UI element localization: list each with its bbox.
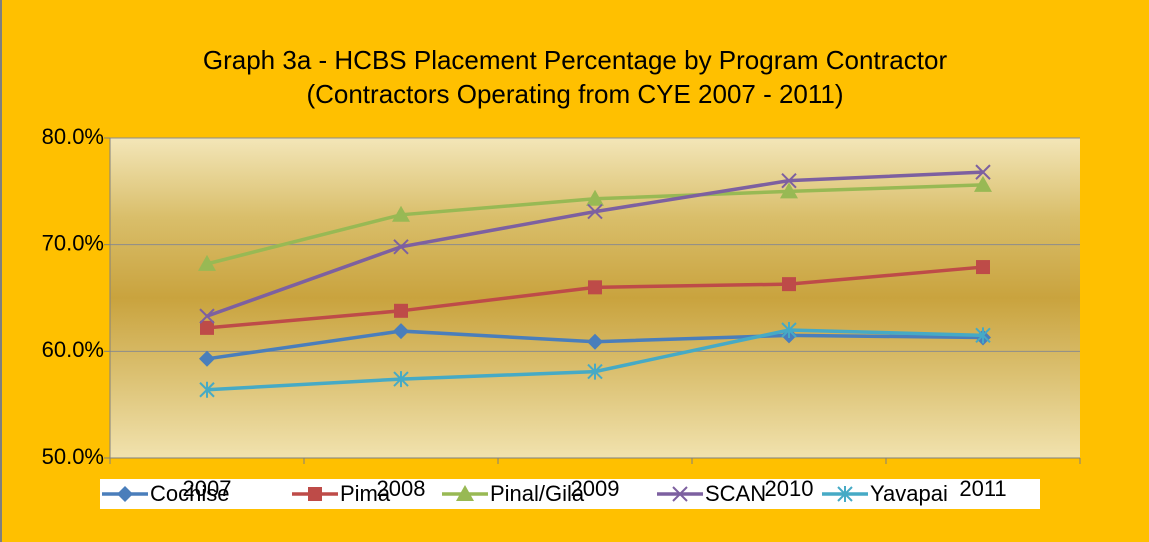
data-point — [974, 175, 992, 192]
data-point — [781, 172, 797, 189]
legend-marker — [837, 486, 853, 502]
data-point — [394, 303, 408, 318]
data-point — [199, 381, 215, 398]
legend-label: Yavapai — [870, 481, 948, 506]
data-point — [587, 203, 603, 220]
chart-title: Graph 3a - HCBS Placement Percentage by … — [203, 45, 948, 75]
data-point — [198, 254, 216, 271]
legend-marker — [308, 487, 322, 501]
legend-marker — [117, 486, 133, 502]
legend-label: Pima — [340, 481, 391, 506]
x-tick-label: 2008 — [377, 476, 426, 501]
data-point — [393, 239, 409, 255]
data-point — [392, 205, 410, 222]
data-point — [976, 260, 990, 275]
legend-label: Pinal/Gila — [490, 481, 585, 506]
data-point — [393, 323, 409, 340]
data-point — [588, 280, 602, 295]
data-point — [780, 182, 798, 199]
y-tick-label: 70.0% — [42, 230, 104, 255]
data-point — [393, 371, 409, 388]
y-tick-label: 60.0% — [42, 337, 104, 362]
data-point — [587, 363, 603, 380]
data-point — [199, 350, 215, 367]
data-point — [200, 320, 214, 335]
data-point — [975, 327, 991, 344]
data-point — [199, 308, 215, 324]
data-point — [975, 164, 991, 180]
legend-marker — [456, 485, 474, 501]
data-point — [586, 189, 604, 206]
data-point — [781, 322, 797, 338]
legend-marker — [672, 486, 688, 502]
x-tick-label: 2011 — [959, 476, 1006, 501]
legend-label: Cochise — [150, 481, 229, 506]
x-tick-label: 2010 — [765, 476, 814, 501]
chart-subtitle: (Contractors Operating from CYE 2007 - 2… — [306, 79, 843, 109]
x-tick-label: 2007 — [183, 476, 232, 501]
legend-label: SCAN — [705, 481, 766, 506]
data-point — [782, 277, 796, 292]
legend-box — [100, 479, 1040, 509]
y-tick-label: 50.0% — [42, 444, 104, 469]
y-tick-label: 80.0% — [42, 124, 104, 149]
data-point — [587, 333, 603, 350]
x-tick-label: 2009 — [571, 476, 620, 501]
